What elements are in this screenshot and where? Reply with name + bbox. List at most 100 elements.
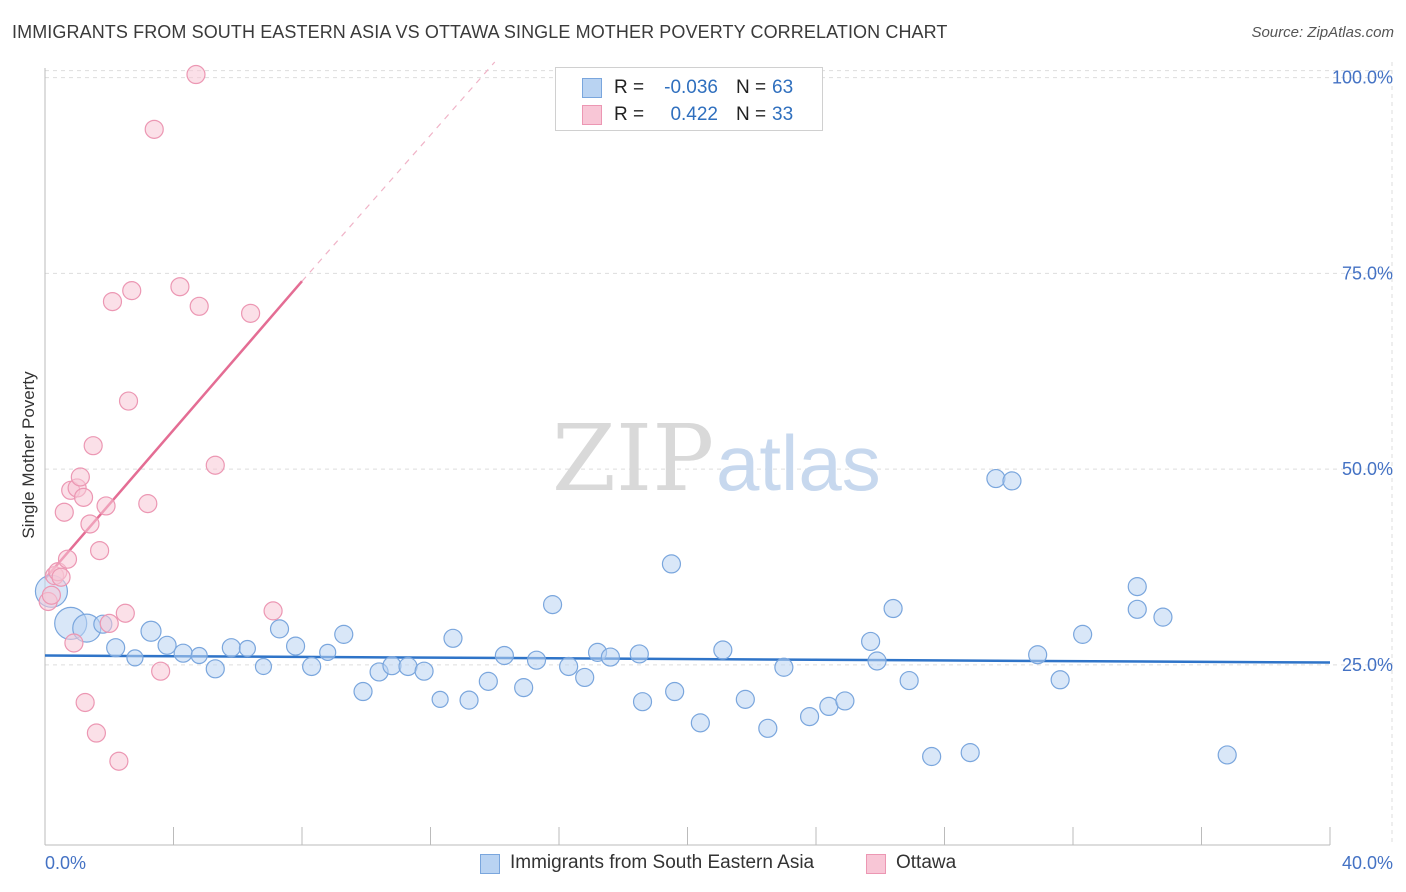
legend-r-label: R =	[614, 77, 645, 98]
data-point-immigrants	[690, 713, 710, 733]
data-point-immigrants	[494, 645, 514, 666]
data-point-immigrants	[526, 650, 547, 670]
data-point-immigrants	[254, 657, 273, 676]
data-point-ottawa	[241, 303, 261, 323]
data-point-immigrants	[1153, 607, 1173, 627]
watermark: ZIP atlas	[552, 405, 881, 512]
x-tick-label: 0.0%	[45, 853, 86, 873]
data-point-immigrants	[1127, 577, 1147, 597]
data-point-immigrants	[190, 646, 208, 665]
data-point-ottawa	[109, 751, 129, 771]
data-point-immigrants	[559, 656, 579, 677]
trend-line-ottawa-extension	[301, 61, 496, 282]
data-point-immigrants	[542, 595, 563, 615]
legend-r-value: -0.036	[664, 77, 718, 98]
data-point-ottawa	[186, 64, 206, 85]
data-point-immigrants	[1127, 599, 1147, 619]
data-point-immigrants	[1002, 471, 1022, 491]
data-point-immigrants	[883, 598, 903, 619]
data-point-immigrants	[735, 689, 755, 709]
data-point-immigrants	[414, 661, 434, 681]
data-point-immigrants	[319, 643, 337, 661]
data-point-ottawa	[99, 613, 119, 634]
data-point-immigrants	[661, 554, 682, 574]
data-point-ottawa	[122, 281, 142, 301]
legend-n-value: 63	[772, 77, 794, 98]
axes	[44, 68, 1331, 846]
data-point-immigrants	[382, 656, 402, 676]
data-point-immigrants	[302, 656, 322, 677]
data-point-immigrants	[861, 631, 881, 652]
data-point-ottawa	[115, 603, 135, 623]
legend-n-value: 33	[772, 104, 794, 125]
data-point-immigrants	[835, 691, 855, 711]
data-point-immigrants	[443, 628, 463, 648]
data-point-immigrants	[221, 638, 241, 658]
data-point-ottawa	[96, 496, 116, 516]
data-point-ottawa	[138, 494, 158, 514]
series-immigrants-points	[34, 468, 1237, 767]
data-point-immigrants	[157, 635, 177, 655]
y-axis-label: Single Mother Poverty	[19, 371, 38, 539]
legend-row-immigrants: R = -0.036 N = 63	[556, 75, 822, 103]
data-point-immigrants	[600, 647, 621, 667]
series-legend: Immigrants from South Eastern Asia Ottaw…	[0, 852, 1406, 878]
x-tick-labels: 0.0% 40.0%	[45, 853, 1393, 873]
data-point-ottawa	[83, 436, 103, 456]
data-point-immigrants	[899, 670, 919, 691]
watermark-zip: ZIP	[552, 405, 714, 512]
legend-label-ottawa: Ottawa	[896, 852, 957, 873]
data-point-immigrants	[986, 468, 1006, 489]
data-point-ottawa	[151, 661, 171, 681]
data-point-ottawa	[64, 633, 84, 653]
data-point-ottawa	[73, 487, 94, 507]
data-point-immigrants	[960, 743, 980, 763]
data-point-immigrants	[713, 640, 733, 660]
data-point-immigrants	[632, 692, 653, 712]
data-point-immigrants	[1050, 670, 1070, 690]
data-point-immigrants	[334, 624, 354, 644]
data-point-immigrants	[1217, 745, 1237, 765]
data-point-immigrants	[238, 639, 256, 658]
trend-line-ottawa	[44, 280, 303, 580]
data-point-immigrants	[665, 681, 685, 702]
data-point-immigrants	[126, 649, 144, 667]
data-point-ottawa	[41, 585, 62, 605]
data-point-ottawa	[144, 119, 164, 139]
trend-line-immigrants	[44, 654, 1331, 664]
data-point-immigrants	[758, 718, 778, 738]
data-point-immigrants	[285, 636, 306, 656]
data-point-immigrants	[398, 656, 418, 677]
data-point-immigrants	[478, 671, 498, 691]
data-point-ottawa	[54, 502, 74, 522]
legend-label-immigrants: Immigrants from South Eastern Asia	[510, 852, 815, 873]
data-point-immigrants	[173, 643, 193, 663]
data-point-ottawa	[90, 540, 110, 561]
legend-row-ottawa: R = 0.422 N = 33	[556, 102, 822, 130]
data-point-ottawa	[263, 601, 283, 621]
legend-n-label: N =	[736, 77, 767, 98]
data-point-immigrants	[575, 667, 595, 688]
y-tick-label: 25.0%	[1342, 655, 1393, 675]
data-point-immigrants	[1028, 645, 1048, 665]
data-point-immigrants	[1073, 624, 1093, 644]
x-tick-label: 40.0%	[1342, 853, 1393, 873]
grid-lines	[45, 62, 1393, 845]
y-tick-label: 100.0%	[1332, 68, 1393, 88]
data-point-immigrants	[106, 638, 126, 658]
data-point-immigrants	[140, 620, 162, 642]
data-point-immigrants	[867, 651, 887, 671]
data-point-immigrants	[269, 619, 290, 639]
data-point-immigrants	[353, 681, 373, 702]
chart-title: IMMIGRANTS FROM SOUTH EASTERN ASIA VS OT…	[12, 22, 948, 42]
data-point-immigrants	[922, 746, 942, 767]
data-point-immigrants	[799, 706, 820, 727]
legend-swatch-pink	[866, 854, 886, 874]
data-point-ottawa	[86, 723, 107, 743]
data-point-ottawa	[118, 391, 139, 411]
data-point-ottawa	[170, 277, 190, 297]
data-point-ottawa	[205, 455, 225, 475]
data-point-ottawa	[80, 514, 100, 534]
legend-swatch-pink	[582, 105, 602, 125]
